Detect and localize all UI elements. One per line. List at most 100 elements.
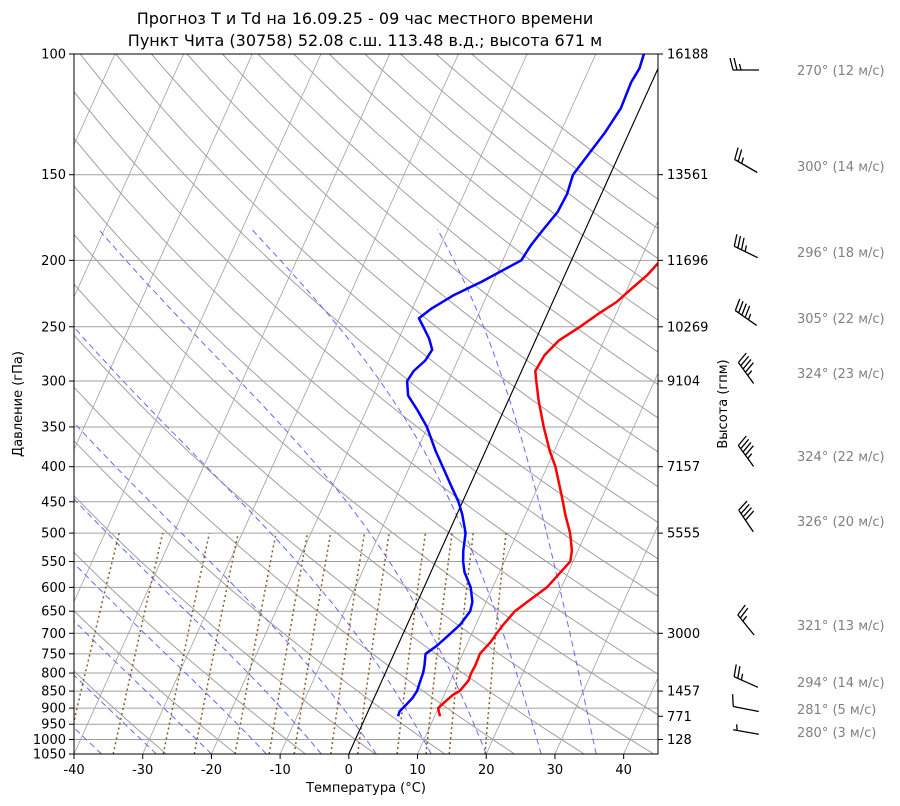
plot-frame — [73, 53, 659, 755]
y-axis-label: Давление (гПа) — [11, 351, 26, 457]
y-tick-label: 500 — [41, 527, 66, 542]
height-tick-label: 5555 — [667, 527, 700, 542]
mixing-ratio-line — [293, 532, 332, 754]
height-tick-label: 1457 — [667, 685, 700, 700]
x-tick-label: 0 — [345, 763, 353, 778]
dry-adiabat — [400, 54, 658, 260]
y-tick-label: 300 — [41, 375, 66, 390]
wind-barb-feather — [740, 355, 750, 367]
wind-barb-feather — [737, 352, 747, 363]
isotherm-line — [554, 524, 658, 754]
moist-adiabat — [74, 562, 267, 754]
wind-barb-feather — [737, 604, 746, 616]
plot-series — [396, 54, 658, 717]
mixing-ratio-line — [112, 532, 164, 754]
wind-barb-feather — [734, 147, 739, 160]
wind-barb-feather — [744, 445, 754, 456]
wind-barb-half-feather — [744, 245, 748, 252]
mixing-ratio-line — [396, 532, 427, 754]
dry-adiabat — [151, 54, 658, 488]
dry-adiabat — [328, 54, 658, 321]
wind-barb: 296° (18 м/с) — [733, 234, 885, 261]
isotherm-line — [74, 54, 391, 754]
y-tick-label: 800 — [41, 667, 66, 682]
x-tick-label: -20 — [201, 763, 222, 778]
wind-barb-staff — [734, 245, 758, 259]
height-tick-label: 771 — [667, 710, 692, 725]
x-tick-label: 40 — [615, 763, 632, 778]
wind-barb-staff — [737, 445, 755, 467]
dry-adiabat — [364, 54, 658, 290]
wind-barb-staff — [737, 362, 755, 384]
wind-barb-feather — [733, 57, 738, 71]
dry-adiabat — [74, 90, 658, 597]
dry-adiabat — [74, 386, 515, 754]
height-tick-label: 7157 — [667, 460, 700, 475]
height-tick-label: 128 — [667, 733, 692, 748]
wind-barb-staff — [738, 509, 754, 533]
y-tick-label: 1000 — [33, 733, 66, 748]
y-tick-label: 550 — [41, 555, 66, 570]
wind-barb-feather — [737, 435, 747, 446]
wind-barb-feather — [744, 362, 754, 373]
x-axis-label: Температура (°C) — [305, 781, 426, 796]
y-tick-label: 100 — [41, 48, 66, 63]
wind-barb-feather — [733, 664, 737, 677]
dry-adiabat — [435, 54, 658, 230]
y-tick-label: 650 — [41, 605, 66, 620]
height-tick-label: 3000 — [667, 627, 700, 642]
y-tick-label: 850 — [41, 685, 66, 700]
wind-barb-feather — [734, 298, 741, 311]
wind-barb-feather — [740, 237, 745, 250]
moist-adiabat — [436, 228, 597, 754]
zero-isotherm — [348, 67, 658, 754]
x-tick-label: 30 — [547, 763, 564, 778]
y-tick-label: 700 — [41, 627, 66, 642]
wind-barb-half-feather — [747, 453, 753, 459]
isotherm-line — [74, 54, 184, 298]
mixing-ratio-line — [268, 532, 309, 754]
dry-adiabat — [257, 54, 658, 386]
wind-barb-staff — [737, 614, 755, 636]
wind-label: 294° (14 м/с) — [797, 676, 885, 691]
wind-barb-half-feather — [741, 157, 744, 164]
wind-barb-feather — [739, 607, 749, 619]
dewpoint-line — [396, 54, 646, 717]
wind-barb-half-feather — [747, 370, 753, 376]
wind-label: 300° (14 м/с) — [797, 160, 885, 175]
wind-label: 326° (20 м/с) — [797, 515, 885, 530]
wind-barb-staff — [733, 705, 759, 713]
wind-barb: 321° (13 м/с) — [737, 604, 885, 636]
wind-barb-feather — [731, 694, 734, 707]
wind-barb-staff — [733, 676, 759, 688]
wind-barb-half-feather — [747, 313, 752, 320]
temperature-line — [436, 261, 658, 717]
wind-barb-feather — [738, 500, 748, 511]
y-tick-label: 350 — [41, 420, 66, 435]
wind-barb-feather — [738, 301, 744, 314]
height-tick-label: 11696 — [667, 254, 708, 269]
wind-label: 270° (12 м/с) — [797, 64, 885, 79]
dry-adiabat — [74, 334, 585, 754]
dry-adiabat — [115, 54, 658, 523]
wind-barb-feather — [742, 507, 752, 518]
isotherm-line — [623, 676, 658, 754]
y-tick-label: 1050 — [33, 748, 66, 763]
moist-adiabat — [74, 674, 157, 754]
y-tick-label: 250 — [41, 320, 66, 335]
y-tick-label: 750 — [41, 647, 66, 662]
y-axis-right-label: Высота (гпм) — [716, 359, 731, 448]
dry-adiabat — [471, 54, 658, 200]
height-tick-label: 13561 — [667, 168, 708, 183]
wind-barb-staff — [733, 729, 759, 735]
wind-barb-feather — [744, 305, 751, 318]
isotherm-line — [142, 54, 459, 754]
wind-label: 324° (22 м/с) — [797, 450, 885, 465]
wind-barb-feather — [729, 57, 734, 71]
y-tick-label: 900 — [41, 702, 66, 717]
x-tick-label: -30 — [132, 763, 153, 778]
height-tick-label: 9104 — [667, 375, 700, 390]
wind-barb-staff — [734, 310, 758, 326]
axes: -40 -30 -20 -10 0 10 20 30 40 100 150 200 250 300 350 4… — [33, 48, 708, 779]
